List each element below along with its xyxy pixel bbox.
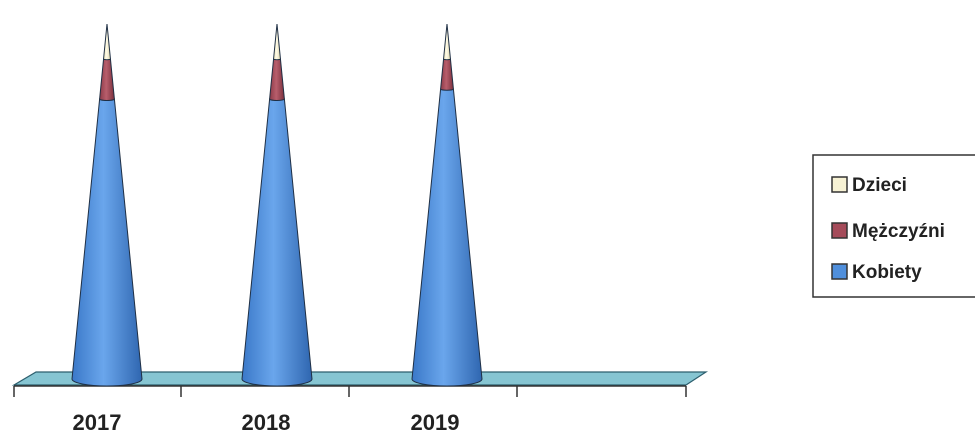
legend-label-mezczyzni: Mężczyźni [852, 221, 945, 242]
cone-series [71, 23, 483, 387]
tick-label-2019: 2019 [411, 410, 460, 434]
cone-segment-dzieci-2018 [273, 23, 281, 61]
legend-swatch-kobiety [831, 263, 848, 280]
cone-segment-mezczyzni-2018 [269, 57, 285, 101]
cone-segment-kobiety-2019 [411, 87, 483, 387]
legend-swatch-dzieci [831, 176, 848, 193]
cone-segment-mezczyzni-2017 [99, 57, 115, 101]
cone-segment-kobiety-2017 [71, 97, 143, 387]
legend-label-dzieci: Dzieci [852, 175, 907, 196]
legend-label-kobiety: Kobiety [852, 262, 922, 283]
x-axis [13, 385, 687, 397]
legend-swatch-mezczyzni [831, 222, 848, 239]
cone-segment-dzieci-2019 [443, 23, 451, 61]
cone-segment-mezczyzni-2019 [440, 57, 454, 91]
tick-label-2018: 2018 [242, 410, 291, 434]
legend: Dzieci Mężczyźni Kobiety [812, 154, 975, 298]
tick-label-2017: 2017 [73, 410, 122, 434]
cone-segment-dzieci-2017 [103, 23, 111, 61]
cone-segment-kobiety-2018 [241, 97, 313, 387]
